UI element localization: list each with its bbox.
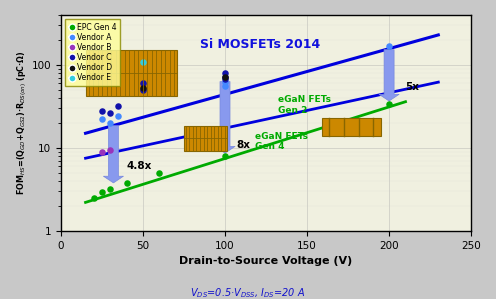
- Text: eGaN FETs
Gen 4: eGaN FETs Gen 4: [254, 132, 308, 151]
- Point: [385, 43, 393, 48]
- Text: 5x: 5x: [406, 82, 420, 92]
- Point: [115, 103, 123, 108]
- Point: [106, 120, 114, 125]
- Y-axis label: FOM$_{HS}$=(Q$_{GD}$+Q$_{GS2}$)·R$_{DS(on)}$ (pC·Ω): FOM$_{HS}$=(Q$_{GD}$+Q$_{GS2}$)·R$_{DS(o…: [15, 51, 29, 195]
- Point: [106, 111, 114, 116]
- Point: [221, 74, 229, 79]
- Legend: EPC Gen 4, Vendor A, Vendor B, Vendor C, Vendor D, Vendor E: EPC Gen 4, Vendor A, Vendor B, Vendor C,…: [65, 19, 121, 86]
- Point: [155, 170, 163, 175]
- Point: [139, 86, 147, 91]
- Text: eGaN FETs
Gen 2: eGaN FETs Gen 2: [277, 95, 330, 115]
- Point: [221, 84, 229, 89]
- Point: [385, 101, 393, 106]
- Bar: [86, 51, 177, 96]
- Point: [98, 190, 106, 195]
- Point: [123, 180, 130, 185]
- Point: [106, 147, 114, 152]
- Point: [139, 60, 147, 65]
- Point: [221, 79, 229, 84]
- Text: Si MOSFETs 2014: Si MOSFETs 2014: [200, 38, 320, 51]
- Point: [106, 187, 114, 191]
- Point: [98, 117, 106, 122]
- Point: [139, 88, 147, 92]
- Text: 8x: 8x: [237, 140, 250, 150]
- Point: [98, 108, 106, 113]
- Point: [98, 149, 106, 154]
- X-axis label: Drain-to-Source Voltage (V): Drain-to-Source Voltage (V): [180, 256, 353, 266]
- Point: [221, 153, 229, 158]
- Point: [221, 77, 229, 81]
- Point: [221, 71, 229, 75]
- Point: [115, 114, 123, 119]
- Text: V$_{DS}$=0.5·V$_{DSS}$, I$_{DS}$=20 A: V$_{DS}$=0.5·V$_{DSS}$, I$_{DS}$=20 A: [190, 286, 306, 299]
- Text: 4.8x: 4.8x: [126, 161, 152, 171]
- Point: [221, 74, 229, 79]
- Point: [90, 195, 98, 200]
- Bar: [184, 126, 227, 151]
- Bar: [322, 118, 381, 136]
- Point: [139, 81, 147, 86]
